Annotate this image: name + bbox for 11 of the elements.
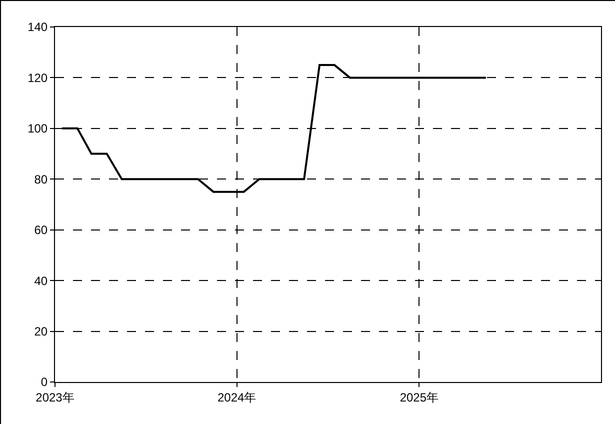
y-tick-label: 0	[40, 375, 48, 390]
y-tick-label: 40	[34, 274, 48, 288]
y-tick-label: 80	[34, 172, 48, 186]
x-tick-label: 2023年	[36, 390, 74, 404]
y-tick-label: 20	[34, 324, 48, 338]
y-tick-label: 140	[28, 20, 48, 34]
y-tick-label: 60	[34, 223, 48, 238]
y-tick-label: 120	[28, 70, 48, 85]
x-tick-label: 2024年	[217, 390, 256, 404]
x-tick-label: 2025年	[400, 390, 439, 404]
y-tick-label: 100	[28, 122, 48, 136]
